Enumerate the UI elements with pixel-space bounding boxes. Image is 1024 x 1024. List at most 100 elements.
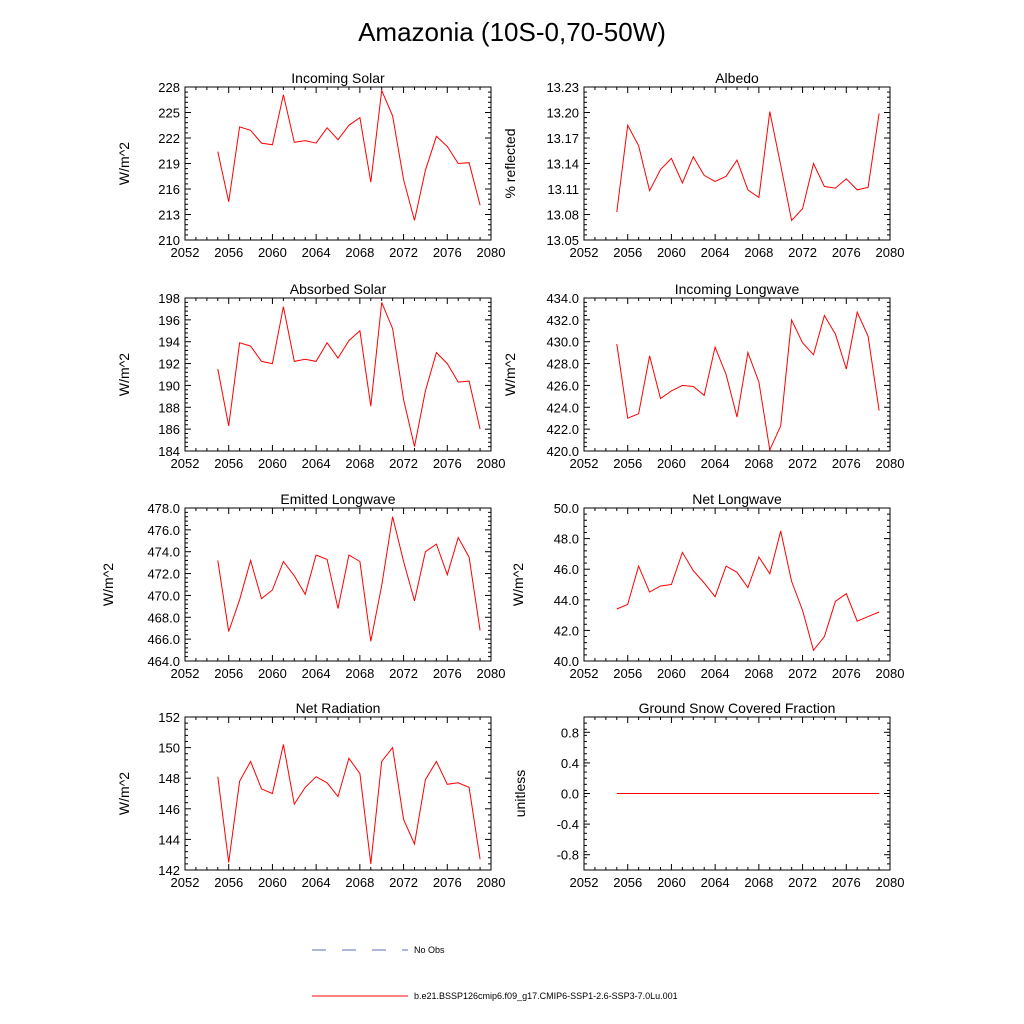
panel-net-radiation: Net Radiation W/m^2 2052 2056 2060 2064 2068 20… [116, 700, 505, 890]
y-axis-label-incoming-solar: W/m^2 [116, 142, 132, 185]
y-tick-label: 13.08 [546, 208, 579, 223]
x-tick-label: 2080 [477, 666, 506, 681]
x-tick-label: 2072 [389, 875, 418, 890]
panel-incoming-longwave: Incoming Longwave W/m^2 2052 2056 2060 2064 20… [502, 281, 904, 471]
y-tick-label: 46.0 [554, 562, 579, 577]
series-line-incoming-longwave [616, 310, 880, 452]
x-tick-label: 2052 [570, 666, 599, 681]
y-tick-label: 186 [158, 422, 180, 437]
y-axis-label-net-radiation: W/m^2 [116, 772, 132, 815]
x-tick-label: 2056 [214, 875, 243, 890]
plot-frame-emitted-longwave [184, 507, 492, 662]
x-tick-label: 2068 [345, 245, 374, 260]
y-tick-label: 430.0 [546, 335, 579, 350]
y-tick-label: 42.0 [554, 623, 579, 638]
x-tick-label: 2064 [302, 456, 331, 471]
legend-label-no-obs: No Obs [414, 945, 445, 955]
x-tick-label: 2072 [389, 666, 418, 681]
y-tick-label: 142 [158, 863, 180, 878]
x-tick-label: 2060 [657, 245, 686, 260]
panel-absorbed-solar: Absorbed Solar W/m^2 2052 2056 2060 2064 2068 2… [116, 281, 505, 471]
y-tick-label: 13.11 [547, 182, 579, 197]
plot-frame-incoming-solar [184, 86, 492, 241]
x-tick-label: 2068 [345, 875, 374, 890]
x-tick-label: 2060 [657, 666, 686, 681]
x-tick-label: 2060 [657, 875, 686, 890]
x-tick-label: 2060 [258, 875, 287, 890]
y-tick-label: 222 [158, 131, 180, 146]
x-tick-label: 2056 [214, 456, 243, 471]
x-tick-label: 2080 [876, 875, 905, 890]
series-line-albedo [616, 111, 880, 222]
y-tick-label: 219 [158, 157, 180, 172]
y-tick-label: 192 [158, 357, 180, 372]
y-tick-label: 422.0 [546, 422, 579, 437]
y-tick-label: 426.0 [546, 378, 579, 393]
x-tick-label: 2052 [171, 666, 200, 681]
x-tick-label: 2052 [171, 245, 200, 260]
y-tick-label: 44.0 [554, 593, 579, 608]
x-tick-label: 2072 [788, 245, 817, 260]
y-tick-label: 198 [158, 291, 180, 306]
panel-title-ground-snow-covered-fraction: Ground Snow Covered Fraction [639, 700, 836, 716]
x-tick-label: 2064 [701, 245, 730, 260]
y-tick-label: 50.0 [554, 501, 579, 516]
x-tick-label: 2072 [788, 666, 817, 681]
x-tick-label: 2072 [788, 875, 817, 890]
y-tick-label: 13.20 [546, 106, 579, 121]
x-tick-label: 2080 [876, 456, 905, 471]
y-tick-label: 190 [158, 378, 180, 393]
x-tick-label: 2064 [701, 666, 730, 681]
x-tick-label: 2064 [302, 666, 331, 681]
panel-title-incoming-solar: Incoming Solar [291, 70, 385, 86]
y-tick-label: 464.0 [147, 654, 180, 669]
y-tick-label: 428.0 [546, 357, 579, 372]
y-tick-label: 146 [158, 802, 180, 817]
x-tick-label: 2072 [389, 456, 418, 471]
series-line-net-radiation [217, 744, 481, 864]
x-tick-label: 2068 [744, 245, 773, 260]
x-tick-label: 2080 [876, 666, 905, 681]
y-tick-label: 472.0 [147, 567, 180, 582]
x-tick-label: 2068 [744, 875, 773, 890]
x-tick-label: 2080 [876, 245, 905, 260]
x-tick-label: 2056 [613, 875, 642, 890]
panel-ground-snow-covered-fraction: Ground Snow Covered Fraction unitless 2052… [512, 700, 904, 890]
y-tick-label: 476.0 [147, 523, 180, 538]
y-tick-label: 216 [158, 182, 180, 197]
y-tick-label: 40.0 [554, 654, 579, 669]
panel-title-absorbed-solar: Absorbed Solar [290, 281, 387, 297]
panel-net-longwave: Net Longwave W/m^2 2052 2056 2060 2064 2068 207… [510, 491, 904, 681]
y-tick-label: 150 [158, 741, 180, 756]
x-tick-label: 2064 [302, 875, 331, 890]
panel-emitted-longwave: Emitted Longwave W/m^2 2052 2056 2060 2064 206… [100, 491, 505, 681]
plot-frame-albedo [583, 86, 891, 241]
y-tick-label: 466.0 [147, 632, 180, 647]
y-tick-label: 470.0 [147, 588, 180, 603]
y-tick-label: 420.0 [546, 444, 579, 459]
plot-frame-net-longwave [583, 507, 891, 662]
x-tick-label: 2052 [570, 456, 599, 471]
legend-label-run: b.e21.BSSP126cmip6.f09_g17.CMIP6-SSP1-2.… [414, 991, 678, 1001]
x-tick-label: 2052 [570, 875, 599, 890]
x-tick-label: 2076 [433, 875, 462, 890]
x-tick-label: 2076 [433, 456, 462, 471]
y-tick-label: -0.4 [557, 817, 579, 832]
y-tick-label: 210 [158, 233, 180, 248]
panel-title-albedo: Albedo [715, 70, 759, 86]
x-tick-label: 2076 [832, 456, 861, 471]
x-tick-label: 2052 [171, 456, 200, 471]
y-tick-label: 13.05 [546, 233, 579, 248]
x-tick-label: 2052 [171, 875, 200, 890]
x-tick-label: 2072 [389, 245, 418, 260]
panel-title-net-radiation: Net Radiation [296, 700, 381, 716]
y-tick-label: -0.8 [557, 848, 579, 863]
panel-title-emitted-longwave: Emitted Longwave [280, 491, 395, 507]
y-tick-label: 432.0 [546, 313, 579, 328]
plot-frame-incoming-longwave [583, 297, 891, 452]
x-tick-label: 2064 [701, 875, 730, 890]
x-tick-label: 2064 [302, 245, 331, 260]
x-tick-label: 2076 [832, 666, 861, 681]
series-line-emitted-longwave [217, 516, 481, 642]
